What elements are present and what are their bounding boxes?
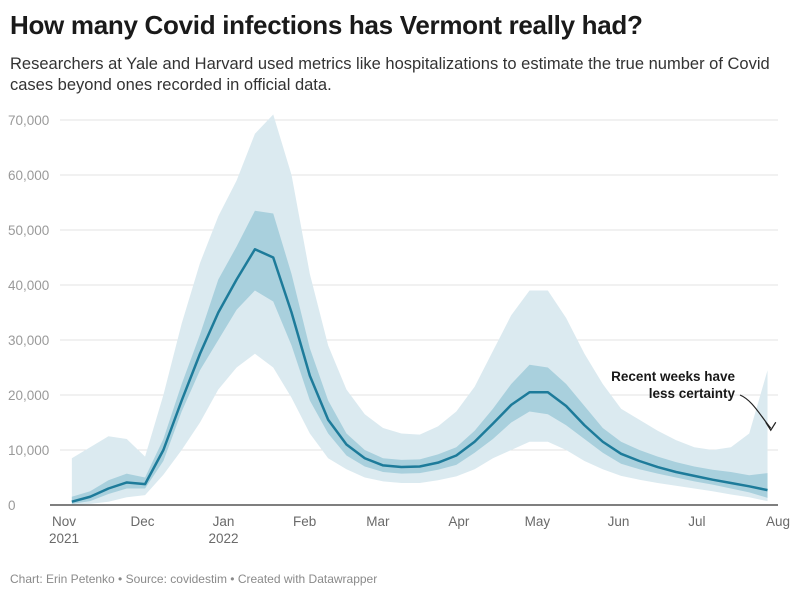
annotation-arrow: [739, 394, 772, 429]
annotation-text-line1: Recent weeks have: [611, 369, 735, 384]
x-tick-label: Jun: [608, 514, 630, 529]
outer-interval-band: [71, 114, 768, 505]
x-tick-label: Mar: [366, 514, 390, 529]
chart-title: How many Covid infections has Vermont re…: [10, 10, 643, 40]
x-tick-label: Jul: [688, 514, 705, 529]
x-tick-label: Jan: [213, 514, 235, 529]
y-tick-label: 30,000: [8, 333, 49, 348]
y-tick-label: 10,000: [8, 443, 49, 458]
median-line-group: [71, 248, 768, 503]
x-tick-year-label: 2022: [209, 531, 239, 546]
chart-subtitle: Researchers at Yale and Harvard used met…: [10, 55, 770, 94]
chart-footer: Chart: Erin Petenko • Source: covidestim…: [10, 572, 378, 586]
annotation-text-line2: less certainty: [649, 386, 736, 401]
uncertainty-bands: [71, 114, 768, 505]
y-tick-label: 40,000: [8, 278, 49, 293]
median-line: [71, 248, 768, 503]
x-tick-label: Dec: [130, 514, 154, 529]
x-tick-label: Apr: [448, 514, 470, 529]
arrow-head-icon: [765, 421, 777, 432]
y-tick-label: 20,000: [8, 388, 49, 403]
y-tick-label: 70,000: [8, 113, 49, 128]
x-tick-label: Aug: [766, 514, 790, 529]
inner-interval-band: [71, 210, 768, 504]
y-tick-label: 60,000: [8, 168, 49, 183]
x-tick-year-label: 2021: [49, 531, 79, 546]
x-tick-label: Nov: [52, 514, 76, 529]
axes: 0 10,000 20,000 30,000 40,000 50,000 60,000 70,…: [8, 113, 790, 546]
x-tick-label: May: [525, 514, 551, 529]
y-tick-label: 0: [8, 498, 16, 513]
x-tick-label: Feb: [293, 514, 316, 529]
y-tick-label: 50,000: [8, 223, 49, 238]
annotation: Recent weeks have less certainty: [611, 369, 777, 432]
